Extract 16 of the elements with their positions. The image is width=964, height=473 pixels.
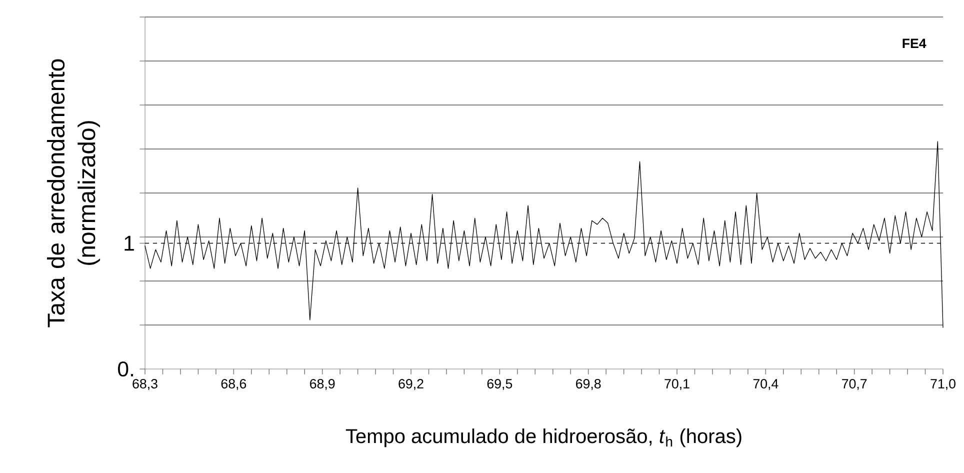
x-tick-label: 70,1 <box>664 379 690 390</box>
x-tick-label: 68,3 <box>132 379 158 390</box>
x-tick-label: 70,7 <box>842 379 867 390</box>
annotation: FE4 <box>902 38 926 48</box>
x-tick-label: 68,9 <box>310 379 335 390</box>
x-tick-label: 70,4 <box>753 379 778 390</box>
y-tick-label: 0. <box>118 361 134 377</box>
x-tick-label: 69,5 <box>487 379 512 390</box>
y-axis-title: Taxa de arredondamento (normalizado) <box>46 59 100 328</box>
y-tick-label: 1 <box>124 236 134 251</box>
x-tick-label: 69,2 <box>398 379 424 390</box>
x-axis-title: Tempo acumulado de hidroerosão, t$_{h}$ (horas) <box>346 428 742 448</box>
line-series <box>144 141 944 328</box>
x-tick-label: 69,8 <box>576 379 601 390</box>
x-tick-label: 68,6 <box>221 379 246 390</box>
x-tick-label: 71,0 <box>930 379 956 390</box>
